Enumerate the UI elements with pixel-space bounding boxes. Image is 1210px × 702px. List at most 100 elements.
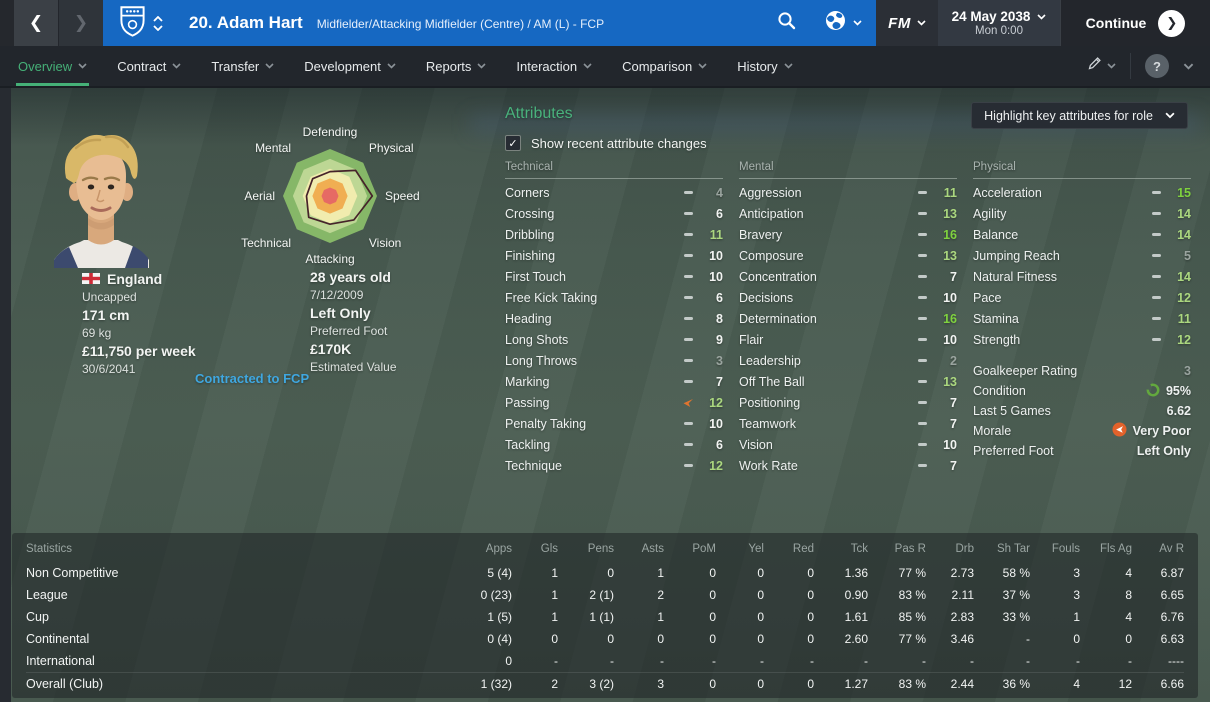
attribute-value: 10 [943, 437, 957, 452]
attribute-group-physical: Physical Acceleration 15 Agility 14 Balance 14… [973, 161, 1191, 476]
tab-history[interactable]: History [737, 46, 793, 86]
attribute-row: Vision 10 [739, 434, 957, 455]
club-crest-button[interactable] [103, 0, 177, 46]
date-menu-button[interactable]: 24 May 2038 Mon 0:00 [938, 0, 1060, 46]
back-button[interactable]: ❮ [14, 0, 58, 46]
attribute-label: Agility [973, 206, 1007, 221]
stats-cell: 0.90 [844, 588, 868, 602]
stats-cell: 8 [1125, 588, 1132, 602]
search-button[interactable] [763, 0, 810, 46]
stats-cell: 0 [505, 654, 512, 668]
stats-cell: 85 % [898, 610, 926, 624]
attribute-row: Concentration 7 [739, 266, 957, 287]
attribute-label: Free Kick Taking [505, 290, 598, 305]
attribute-no-change-icon [675, 275, 701, 278]
continue-button[interactable]: Continue ❯ [1060, 0, 1210, 46]
attribute-group-mental: Mental Aggression 11 Anticipation 13 Bravery 1… [739, 161, 957, 476]
tab-overview[interactable]: Overview [15, 46, 90, 86]
condition-ring-icon [1146, 383, 1160, 400]
edit-menu-button[interactable] [1087, 56, 1116, 76]
stats-cell: 0 [709, 566, 716, 580]
tab-label: History [737, 58, 778, 74]
highlight-key-attributes-dropdown[interactable]: Highlight key attributes for role [971, 102, 1188, 129]
attribute-value: 14 [1177, 227, 1191, 242]
window-edge [0, 0, 14, 46]
attribute-row: Flair 10 [739, 329, 957, 350]
stats-cell: 1 [551, 566, 558, 580]
stats-cell: 2 [551, 676, 558, 691]
status-label: Goalkeeper Rating [973, 364, 1078, 378]
attribute-label: Flair [739, 332, 764, 347]
attribute-no-change-icon [675, 464, 701, 467]
attribute-columns: Technical Corners 4 Crossing 6 Dribbling 11 Fin… [505, 161, 1191, 476]
stats-cell: 1.27 [844, 676, 868, 691]
player-height: 171 cm [82, 307, 130, 323]
tab-interaction[interactable]: Interaction [516, 46, 592, 86]
stats-cell: 0 [807, 632, 814, 646]
tab-contract[interactable]: Contract [117, 46, 181, 86]
attribute-label: Passing [505, 395, 550, 410]
attribute-value: 13 [943, 374, 957, 389]
help-button[interactable]: ? [1145, 54, 1169, 78]
radar-axis-label: Defending [303, 125, 358, 139]
stats-cell: 1 [551, 588, 558, 602]
attribute-value: 11 [943, 185, 957, 200]
attribute-value: 7 [950, 395, 957, 410]
chevron-down-icon [917, 20, 926, 26]
stats-cell: - [1128, 654, 1132, 668]
back-icon: ❮ [28, 13, 44, 32]
attribute-group-header: Technical [505, 161, 723, 179]
stats-cell: - [922, 654, 926, 668]
stats-cell: 2.44 [950, 676, 974, 691]
stats-cell: 0 [607, 566, 614, 580]
chevron-down-icon [698, 63, 707, 69]
stats-cell: 77 % [898, 632, 926, 646]
tab-transfer[interactable]: Transfer [211, 46, 274, 86]
attribute-label: Acceleration [973, 185, 1042, 200]
fm-menu-button[interactable]: FM [876, 0, 938, 46]
crest-up-down-icon [153, 15, 163, 31]
stats-cell: 4 [1125, 610, 1132, 624]
attribute-value: 10 [709, 269, 723, 284]
stats-cell: 1 (5) [487, 610, 512, 624]
statistics-rows: Non Competitive 5 (4) 1 0 1 0 0 0 1.36 77 % 2.73 58… [26, 562, 1184, 694]
tab-label: Development [304, 58, 381, 74]
status-row: Goalkeeper Rating 3 [973, 361, 1191, 381]
attribute-value: 13 [943, 248, 957, 263]
contracted-to-club-link[interactable]: Contracted to FCP [195, 371, 310, 386]
attribute-value: 9 [716, 332, 723, 347]
current-time: Mon 0:00 [975, 25, 1023, 37]
tab-development[interactable]: Development [304, 46, 396, 86]
stats-cell: 2 (1) [589, 588, 614, 602]
attribute-no-change-icon [675, 191, 701, 194]
preferred-foot-value: Left Only [310, 305, 371, 321]
attribute-no-change-icon [909, 380, 935, 383]
forward-button[interactable]: ❯ [58, 0, 103, 46]
attribute-label: Balance [973, 227, 1019, 242]
attribute-value: 16 [943, 227, 957, 242]
panel-chevron-down-icon[interactable] [1183, 63, 1194, 70]
chevron-down-icon [1107, 63, 1116, 69]
attribute-label: Marking [505, 374, 550, 389]
world-button[interactable] [810, 0, 876, 46]
stats-cell: 0 [709, 632, 716, 646]
attribute-label: Positioning [739, 395, 801, 410]
attribute-no-change-icon [909, 464, 935, 467]
player-photo [46, 128, 156, 268]
attribute-label: Composure [739, 248, 804, 263]
checkbox-checked-icon[interactable]: ✓ [505, 135, 521, 151]
status-value: Very Poor [1112, 422, 1191, 440]
attribute-value: 10 [943, 332, 957, 347]
radar-player-polygon [305, 169, 374, 226]
tab-comparison[interactable]: Comparison [622, 46, 707, 86]
attribute-row: Acceleration 15 [973, 182, 1191, 203]
show-attribute-changes-toggle[interactable]: ✓ Show recent attribute changes [505, 135, 707, 151]
stats-cell: 0 [757, 566, 764, 580]
stats-cell: 6.65 [1160, 588, 1184, 602]
attribute-value: 10 [709, 416, 723, 431]
tab-label: Transfer [211, 58, 260, 74]
attribute-label: Long Shots [505, 332, 569, 347]
stats-row-continental: Continental 0 (4) 0 0 0 0 0 0 2.60 77 % 3.46 - 0 0 6.6… [26, 628, 1184, 650]
tab-reports[interactable]: Reports [426, 46, 487, 86]
chevron-down-icon [172, 63, 181, 69]
